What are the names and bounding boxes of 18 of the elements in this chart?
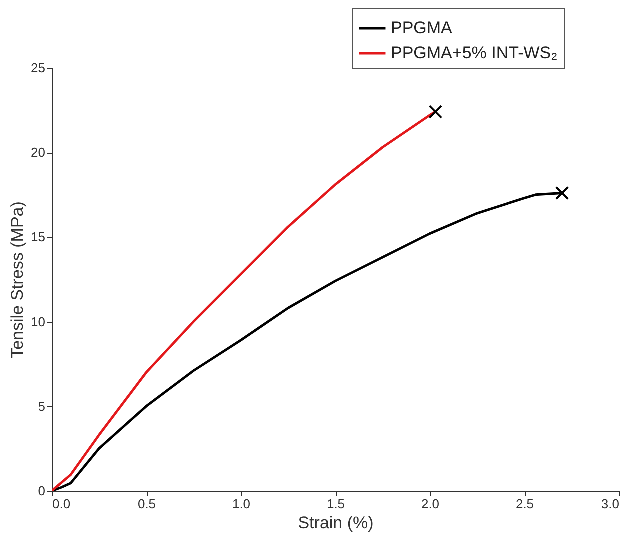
x-tick-label: 2.0 [421,496,440,512]
x-tick-label: 2.5 [516,496,534,512]
x-tick-label: 1.0 [232,496,251,512]
y-tick-label: 25 [31,60,46,76]
x-tick-label: 0.5 [138,496,156,512]
x-tick-label: 3.0 [601,496,620,512]
x-axis-title: Strain (%) [298,514,374,532]
y-tick-label: 10 [31,314,46,330]
legend-label: PPGMA [391,18,454,38]
y-tick-label: 20 [31,145,46,160]
y-tick-label: 5 [38,398,46,414]
line-series [52,110,437,491]
legend-label: PPGMA+5% INT-WS₂ [391,44,558,62]
x-tick-label: 1.5 [326,496,346,512]
y-tick-label: 15 [31,230,46,245]
y-tick-label: 0 [38,484,46,498]
y-axis-title: Tensile Stress (MPa) [8,202,28,358]
x-tick-label: 0.0 [52,496,71,512]
